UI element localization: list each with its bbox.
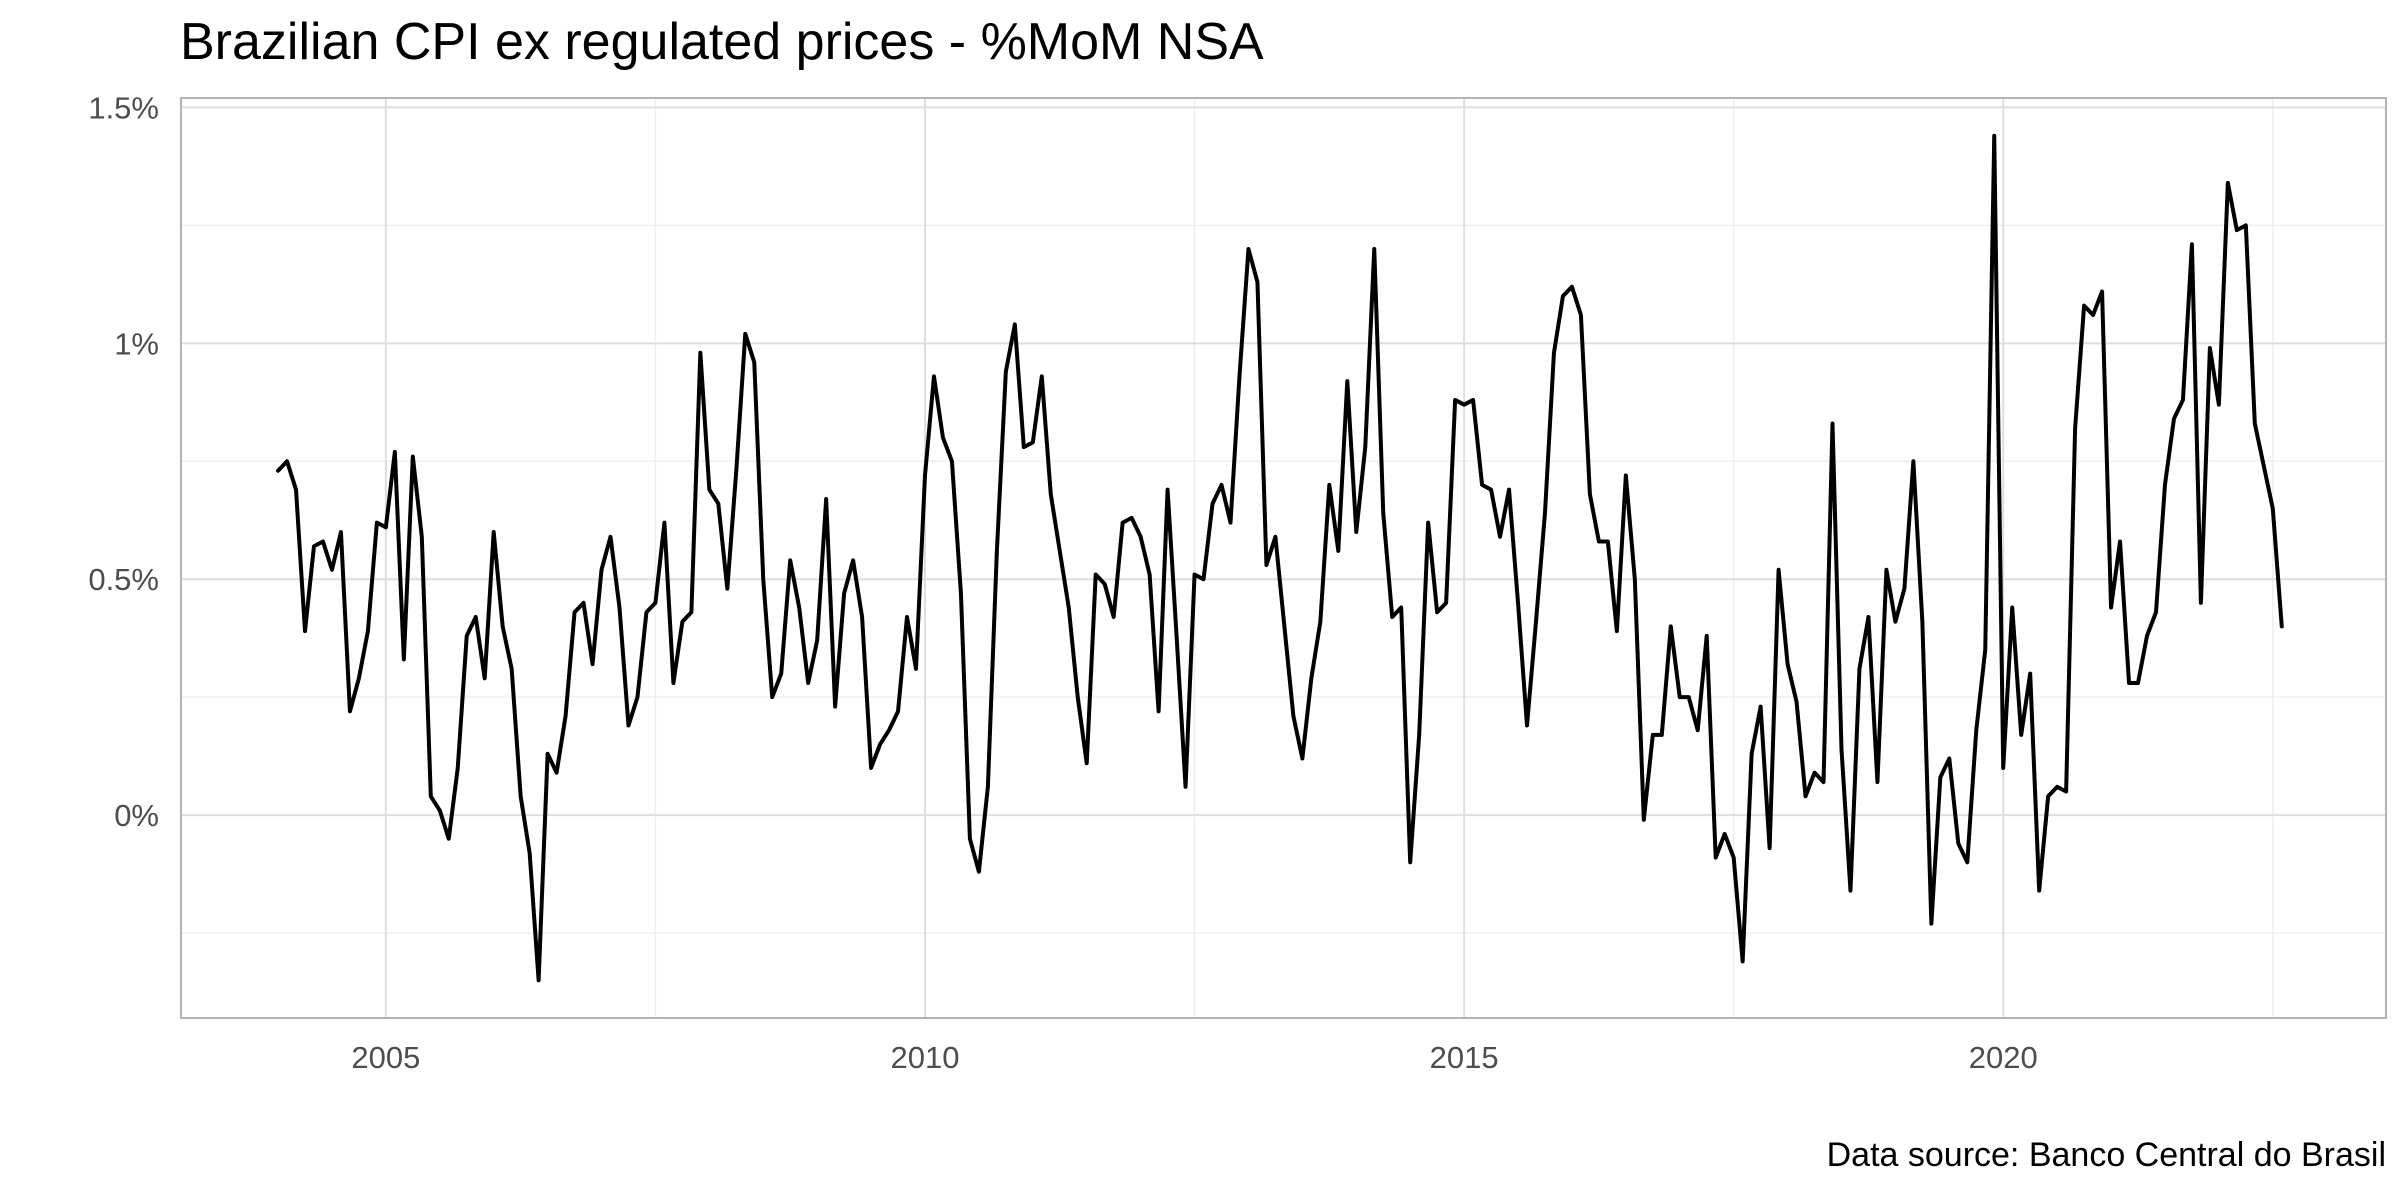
chart-title: Brazilian CPI ex regulated prices - %MoM… [180, 13, 1264, 71]
y-tick-label: 1.5% [88, 90, 159, 125]
panel-border [180, 97, 2387, 1019]
series-line-cpi [276, 133, 2284, 983]
y-tick-label: 1% [114, 326, 159, 361]
major-gridlines [181, 98, 2386, 1018]
x-tick-label: 2020 [1969, 1040, 2038, 1075]
x-tick-label: 2010 [891, 1040, 960, 1075]
y-tick-label: 0% [114, 798, 159, 833]
x-tick-label: 2005 [351, 1040, 420, 1075]
x-tick-label: 2015 [1430, 1040, 1499, 1075]
y-axis-tick-labels: 0% 0.5% 1% 1.5% [88, 90, 159, 833]
minor-gridlines [181, 98, 2386, 1018]
data-source-caption: Data source: Banco Central do Brasil [1826, 1136, 2386, 1174]
y-tick-label: 0.5% [88, 562, 159, 597]
x-axis-tick-labels: 2005 2010 2015 2020 [351, 1040, 2037, 1075]
